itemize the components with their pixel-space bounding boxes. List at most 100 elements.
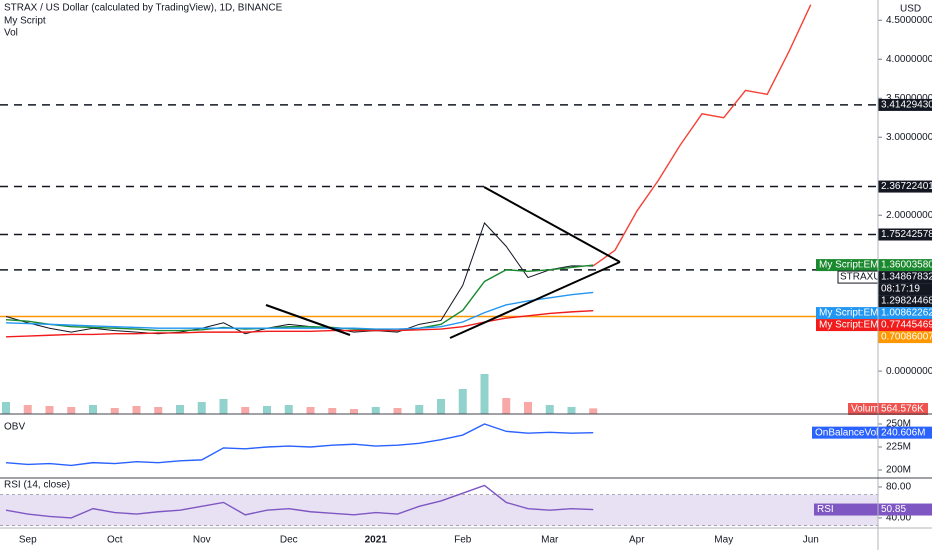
volume-bar [176,405,184,414]
chart-title: STRAX / US Dollar (calculated by Trading… [4,3,283,14]
price-label: 564.576K [881,404,924,415]
y-tick-label: 225M [886,442,911,453]
volume-name: Volume [851,404,885,415]
pane-title: OBV [4,422,25,433]
x-tick-label: Dec [280,535,298,546]
series-name: RSI [817,504,834,515]
series-line [5,264,594,332]
series-line [5,310,594,338]
volume-bar [110,408,119,414]
volume-bar [154,407,163,414]
price-label: 1.00862262 [881,308,932,319]
y-tick-label: 80.00 [886,482,911,493]
series-name: My Script:EMA 89 [819,308,899,319]
volume-bar [241,407,250,414]
price-label: 1.29824468 [881,296,932,307]
price-label: 1.36003580 [881,260,932,271]
volume-bar [589,408,598,414]
trendline [265,304,351,336]
volume-bar [371,407,380,414]
price-label-box [878,331,932,344]
rsi-band [0,494,878,526]
price-label-box [878,98,932,111]
projection-line [592,4,812,267]
trendline [449,261,621,339]
x-tick-label: 2021 [365,535,388,546]
price-label-box [878,319,932,332]
series-name: My Script:EMA 200 [819,320,904,331]
price-label-box [878,228,932,241]
series-name: STRAXUSD [840,272,894,283]
x-tick-label: Nov [193,535,211,546]
series-name-box [814,503,878,516]
price-label-box [878,307,932,320]
series-line [5,291,594,330]
volume-bar [350,409,358,414]
y-tick-label: 200M [886,465,911,476]
price-label-box [878,426,932,439]
volume-bar [480,374,489,414]
volume-bar [67,407,76,414]
volume-bar [132,406,141,414]
y-tick-label: 4.50000000 [886,15,932,26]
volume-bar [524,402,532,414]
volume-bar [219,399,228,414]
countdown: 08:17:19 [881,284,920,295]
price-label: 0.77445469 [881,320,932,331]
volume-label-box [848,403,878,415]
x-tick-label: Feb [454,535,472,546]
volume-bar [393,408,402,414]
series-name-box [812,426,878,439]
price-label: 0.70086007 [881,332,932,343]
series-name-box [816,319,878,332]
series-line [5,222,594,335]
trendline [483,186,621,263]
price-label: 2.36722401 [881,181,932,192]
series-name-box [816,307,878,320]
axis-unit: USD [900,4,921,15]
volume-bar [263,406,271,414]
price-label: 240.606M [881,427,925,438]
series-name-box [816,259,878,272]
price-label-box [878,259,932,272]
volume-bar [45,406,54,414]
volume-bar [437,399,445,414]
volume-bar [284,405,293,414]
price-label: 1.75242578 [881,229,932,240]
series-line [5,423,594,467]
countdown-box [878,283,932,296]
x-tick-label: Sep [19,535,37,546]
indicator-label: My Script [4,16,46,27]
price-label-box [878,180,932,193]
volume-bar [415,405,424,414]
price-label: 50.85 [881,504,906,515]
indicator-label: Vol [4,28,18,39]
volume-bar [502,398,511,414]
price-label: 3.41429430 [881,100,932,111]
volume-bar [545,405,554,414]
price-label-box [878,403,928,415]
price-label-box [878,295,932,308]
volume-bar [23,405,32,414]
price-label-box [878,503,932,516]
volume-bar [2,402,10,414]
series-name: My Script:EMA 21 [819,260,899,271]
x-tick-label: Jun [803,535,819,546]
price-label-box [878,271,932,284]
x-tick-label: Oct [107,535,123,546]
volume-bar [197,402,206,414]
pane-title: RSI (14, close) [4,480,70,491]
volume-bar [458,389,467,414]
x-tick-label: Mar [541,535,559,546]
x-tick-label: Apr [629,535,645,546]
volume-bar [89,405,97,414]
price-label: 1.34867832 [881,272,932,283]
y-tick-label: 250M [886,419,911,430]
series-name: OnBalanceVolume [815,427,898,438]
